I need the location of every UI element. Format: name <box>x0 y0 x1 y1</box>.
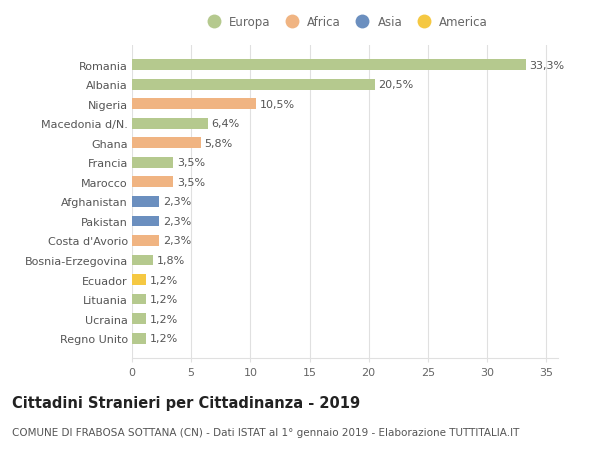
Bar <box>132 216 159 227</box>
Bar <box>132 255 154 266</box>
Text: 5,8%: 5,8% <box>204 139 232 148</box>
Bar <box>132 196 159 207</box>
Text: COMUNE DI FRABOSA SOTTANA (CN) - Dati ISTAT al 1° gennaio 2019 - Elaborazione TU: COMUNE DI FRABOSA SOTTANA (CN) - Dati IS… <box>12 427 520 437</box>
Bar <box>132 79 374 90</box>
Bar <box>132 333 146 344</box>
Legend: Europa, Africa, Asia, America: Europa, Africa, Asia, America <box>197 11 493 34</box>
Text: 20,5%: 20,5% <box>378 80 413 90</box>
Bar <box>132 294 146 305</box>
Text: 10,5%: 10,5% <box>260 100 295 109</box>
Text: 1,2%: 1,2% <box>150 334 178 343</box>
Bar <box>132 60 526 71</box>
Text: 2,3%: 2,3% <box>163 197 191 207</box>
Bar <box>132 177 173 188</box>
Text: 3,5%: 3,5% <box>177 158 205 168</box>
Bar <box>132 118 208 129</box>
Bar <box>132 274 146 285</box>
Bar <box>132 138 200 149</box>
Text: 33,3%: 33,3% <box>530 61 565 70</box>
Text: 2,3%: 2,3% <box>163 236 191 246</box>
Bar <box>132 235 159 246</box>
Text: 6,4%: 6,4% <box>211 119 239 129</box>
Text: 3,5%: 3,5% <box>177 178 205 187</box>
Text: 1,8%: 1,8% <box>157 256 185 265</box>
Bar <box>132 313 146 325</box>
Text: Cittadini Stranieri per Cittadinanza - 2019: Cittadini Stranieri per Cittadinanza - 2… <box>12 395 360 410</box>
Text: 1,2%: 1,2% <box>150 295 178 304</box>
Text: 2,3%: 2,3% <box>163 217 191 226</box>
Text: 1,2%: 1,2% <box>150 314 178 324</box>
Text: 1,2%: 1,2% <box>150 275 178 285</box>
Bar <box>132 99 256 110</box>
Bar <box>132 157 173 168</box>
